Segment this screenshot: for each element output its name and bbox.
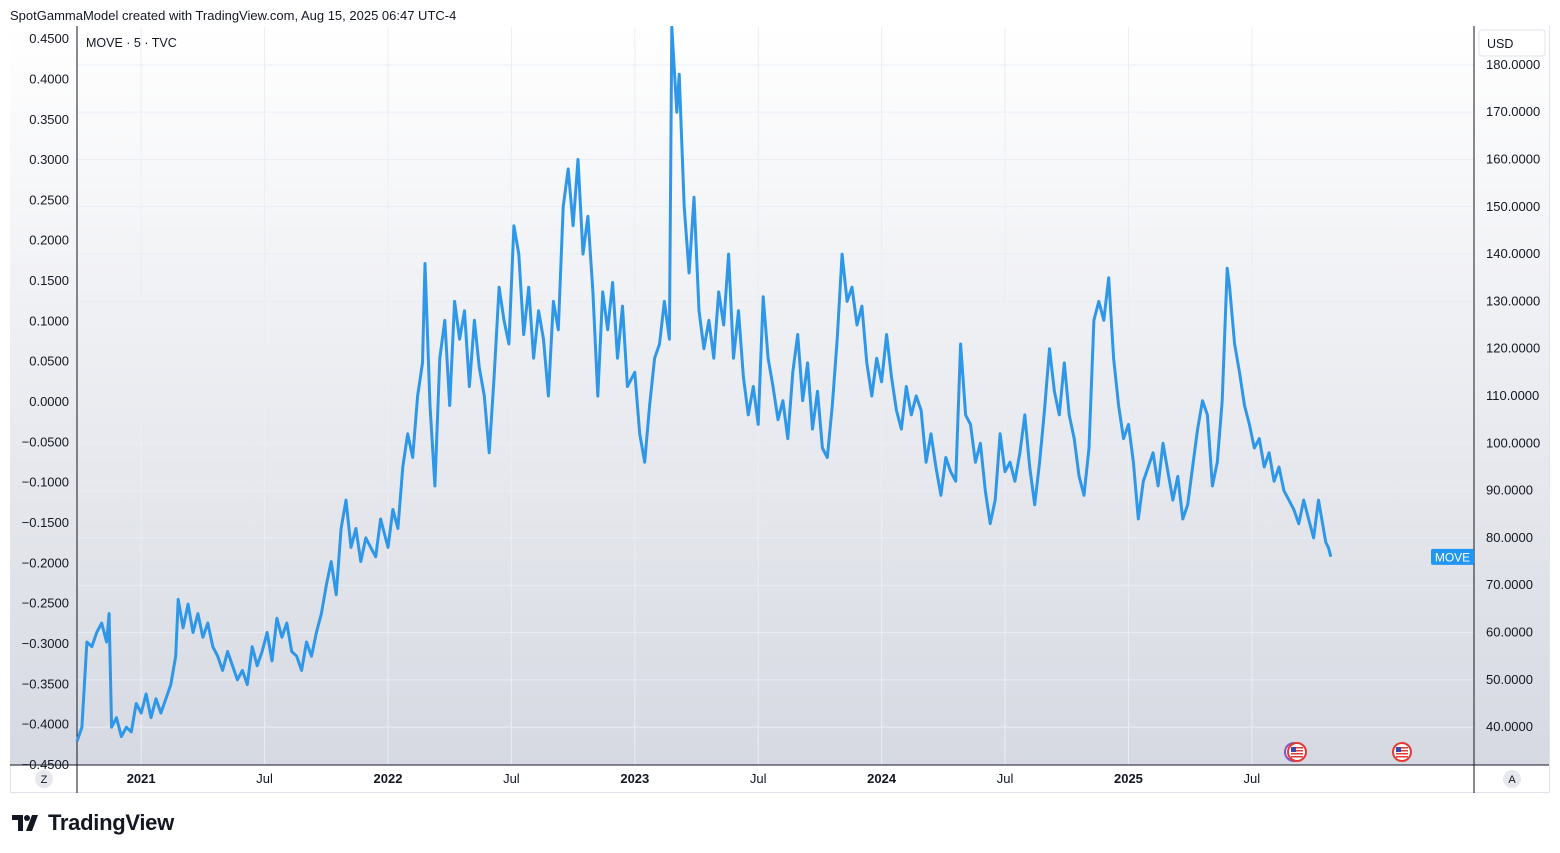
left-axis-tick-label: −0.1000 [22,475,69,490]
left-axis-tick-label: −0.3500 [22,676,69,691]
left-axis-tick-label: 0.0000 [29,394,69,409]
left-axis-tick-label: 0.0500 [29,354,69,369]
left-axis-tick-label: 0.3000 [29,152,69,167]
flag-stripe [1396,750,1408,752]
us-flag-event-icon[interactable] [1284,742,1307,762]
flag-canton [1291,747,1296,752]
tradingview-mark-icon [12,815,38,831]
right-axis-tick-label: 130.0000 [1486,293,1540,308]
flag-stripe [1291,756,1303,758]
flag-stripe [1396,753,1408,755]
right-axis-tick-label: 150.0000 [1486,199,1540,214]
last-price-tag-label: MOVE [1435,550,1470,564]
event-ring [1287,742,1307,762]
left-axis-tick-label: 0.3500 [29,112,69,127]
right-axis-tick-label: 60.0000 [1486,625,1533,640]
flag-stripe [1291,747,1303,749]
left-axis-tick-label: 0.4500 [29,31,69,46]
left-axis-tick-label: −0.3000 [22,636,69,651]
tradingview-logo[interactable]: TradingView [12,810,174,836]
time-axis-tick-label: Jul [750,771,767,786]
time-axis-tick-label: Jul [256,771,273,786]
time-axis-tick-label: 2023 [620,771,649,786]
currency-button-label: USD [1487,37,1513,51]
corner-left-bg [35,770,53,788]
time-axis-tick-label: 2025 [1114,771,1143,786]
left-axis-tick-label: 0.1000 [29,313,69,328]
right-axis-tick-label: 160.0000 [1486,151,1540,166]
flag-stripe [1396,756,1408,758]
right-axis-tick-label: 180.0000 [1486,57,1540,72]
right-price-axis[interactable]: 180.0000 170.0000 160.0000 150.0000 140.0000… [1473,26,1540,793]
tradingview-wordmark: TradingView [48,810,174,835]
right-axis-tick-label: 170.0000 [1486,104,1540,119]
economic-events[interactable] [1284,742,1412,762]
time-axis-tick-label: Jul [1244,771,1261,786]
flag-canton [1396,747,1401,752]
left-price-axis[interactable]: 0.4500 0.4000 0.3500 0.3000 0.2500 0.2000 0.15… [22,26,78,793]
event-ring [1392,742,1412,762]
corner-right-bg [1503,770,1521,788]
time-axis-tick-label: 2024 [867,771,897,786]
right-axis-tick-label: 40.0000 [1486,719,1533,734]
left-axis-tick-label: −0.4000 [22,717,69,732]
chart-credit-header: SpotGammaModel created with TradingView.… [10,8,457,23]
move-series-line[interactable] [75,26,1333,742]
auto-scale-right-button[interactable]: A [1503,770,1521,788]
right-axis-tick-label: 80.0000 [1486,530,1533,545]
currency-button-bg [1478,29,1546,57]
time-axis[interactable]: 2021 Jul 2022 Jul 2023 Jul 2024 Jul 2025 Jul [10,764,1549,786]
time-axis-tick-label: Jul [997,771,1014,786]
time-axis-tick-label: 2022 [374,771,403,786]
left-axis-tick-label: −0.2500 [22,596,69,611]
right-axis-tick-label: 70.0000 [1486,577,1533,592]
right-axis-tick-label: 50.0000 [1486,672,1533,687]
auto-scale-left-button[interactable]: Z [35,770,53,788]
right-axis-tick-label: 110.0000 [1486,388,1539,403]
chart-overlay: MOVE · 5 · TVC USD Z A MOVE [35,29,1546,788]
move-line-chart[interactable]: 0.4500 0.4000 0.3500 0.3000 0.2500 0.2000 0.15… [10,26,1550,793]
us-flag-event-icon[interactable] [1392,742,1412,762]
time-axis-tick-label: 2021 [127,771,156,786]
left-axis-tick-label: 0.1500 [29,273,69,288]
right-axis-tick-label: 90.0000 [1486,483,1533,498]
left-axis-tick-label: 0.4000 [29,71,69,86]
currency-button[interactable]: USD [1478,29,1546,57]
corner-left-label: Z [41,774,48,786]
left-axis-tick-label: 0.2500 [29,192,69,207]
left-axis-tick-label: 0.2000 [29,233,69,248]
right-axis-tick-label: 120.0000 [1486,341,1540,356]
left-axis-tick-label: −0.2000 [22,555,69,570]
last-price-tag[interactable]: MOVE [1431,548,1474,565]
left-axis-tick-label: −0.1500 [22,515,69,530]
left-axis-tick-label: −0.0500 [22,434,69,449]
time-axis-tick-label: Jul [503,771,520,786]
flag-stripe [1291,753,1303,755]
flag-stripe [1291,750,1303,752]
right-axis-tick-label: 100.0000 [1486,435,1540,450]
flag-stripe [1396,747,1408,749]
corner-right-label: A [1508,774,1516,786]
series-legend: MOVE · 5 · TVC [86,36,177,50]
right-axis-tick-label: 140.0000 [1486,246,1540,261]
last-price-tag-bg [1431,548,1474,565]
